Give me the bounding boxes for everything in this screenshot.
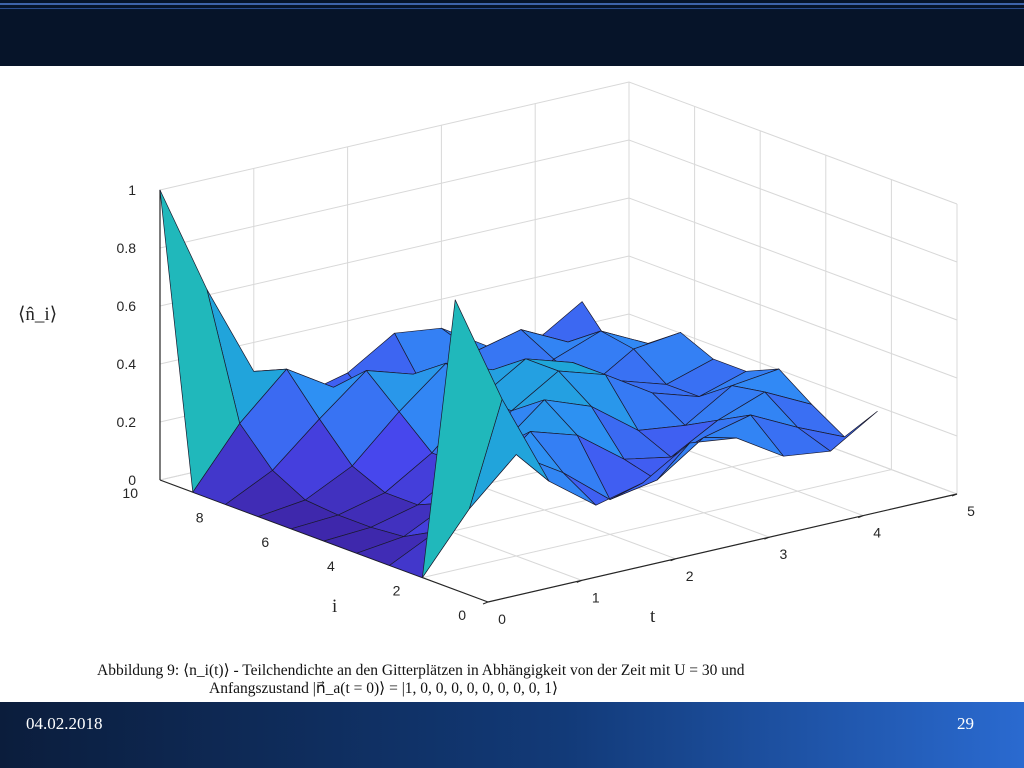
header-rule (0, 3, 1024, 5)
caption-line-1: Abbildung 9: ⟨n_i(t)⟩ - Teilchendichte a… (97, 662, 745, 679)
caption-line-2: Anfangszustand |n⃗_a(t = 0)⟩ = |1, 0, 0,… (209, 680, 559, 697)
surface-mesh (159, 189, 878, 578)
figure-caption: Abbildung 9: ⟨n_i(t)⟩ - Teilchendichte a… (97, 662, 997, 698)
i-tick-label: 8 (196, 509, 204, 525)
z-tick-label: 0.4 (117, 356, 137, 372)
t-axis-line (487, 493, 958, 603)
i-tick-label: 10 (122, 485, 138, 501)
z-tick-label: 1 (128, 182, 136, 198)
i-tick-label: 0 (458, 607, 466, 623)
t-tick-mark (858, 515, 864, 519)
slide-date: 04.02.2018 (26, 714, 103, 733)
grid-line (159, 81, 958, 205)
t-tick-mark (764, 536, 770, 540)
header-rule-thin (0, 8, 1024, 9)
t-tick-label: 3 (780, 546, 788, 562)
slide-header-band (0, 0, 1024, 66)
grid-line (159, 255, 958, 379)
t-tick-label: 4 (873, 525, 881, 541)
t-tick-label: 1 (592, 589, 600, 605)
figure-panel: 0 1 2 3 4 5 0 2 4 6 8 10 0 0.2 0.4 0.6 0.8 1 ⟨n̂_i⟩ t i A… (0, 66, 1024, 702)
t-tick-mark (670, 558, 676, 562)
surface-patch (422, 299, 503, 578)
grid-line (422, 469, 892, 579)
i-tick-label: 2 (393, 583, 401, 599)
t-tick-label: 2 (686, 568, 694, 584)
t-tick-label: 5 (967, 503, 975, 519)
t-tick-mark (576, 579, 582, 583)
t-tick-label: 0 (498, 611, 506, 627)
i-tick-label: 4 (327, 558, 335, 574)
z-tick-label: 0.2 (117, 414, 137, 430)
t-tick-mark (951, 493, 958, 497)
z-tick-label: 0 (128, 472, 136, 488)
z-tick-label: 0.8 (117, 240, 137, 256)
t-tick-mark (482, 601, 489, 605)
x-axis-label: t (650, 606, 656, 627)
grid-line (159, 139, 958, 263)
slide-footer: 04.02.2018 29 (0, 702, 1024, 768)
z-axis-label: ⟨n̂_i⟩ (18, 304, 57, 325)
i-tick-label: 6 (261, 534, 269, 550)
grid-line (159, 197, 958, 321)
slide-page-number: 29 (957, 714, 974, 733)
y-axis-label: i (332, 596, 337, 617)
z-tick-label: 0.6 (117, 298, 137, 314)
